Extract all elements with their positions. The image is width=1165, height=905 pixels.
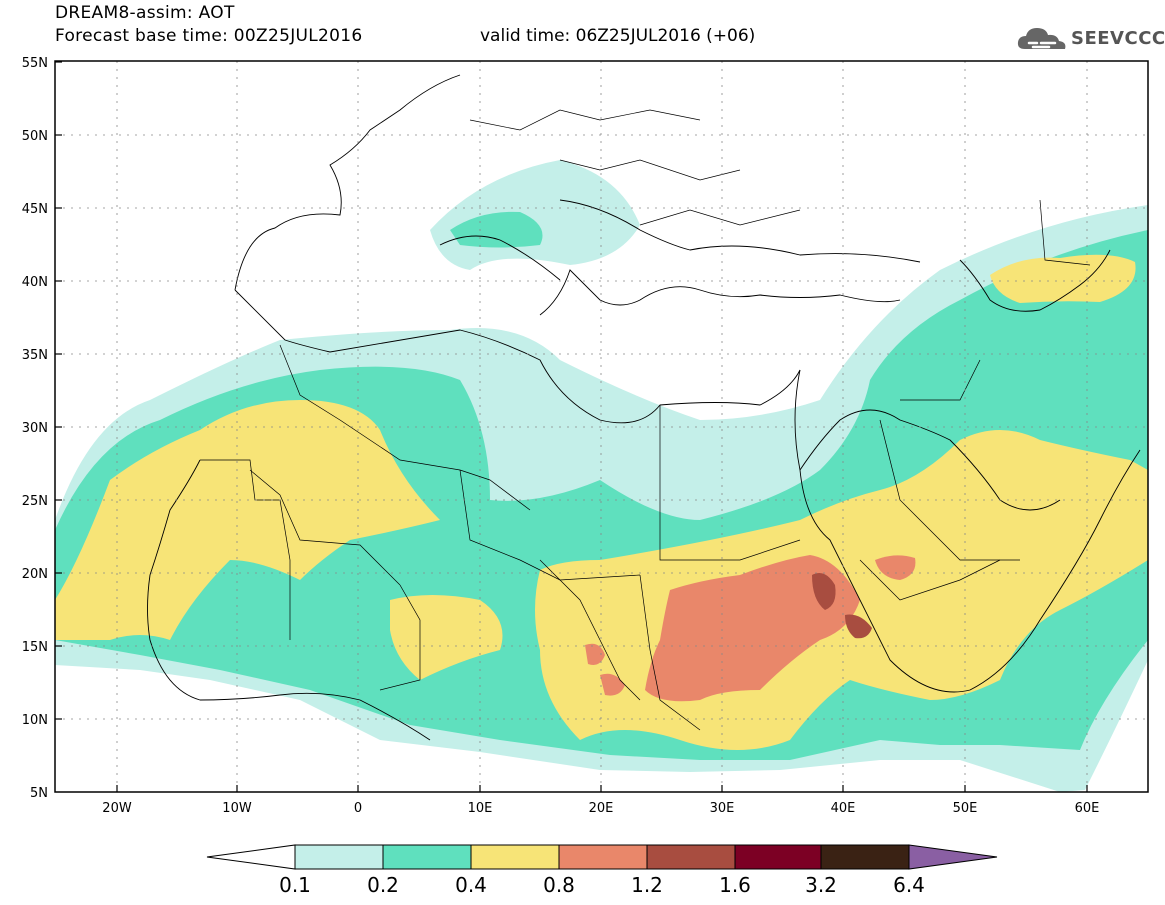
valid-time: valid time: 06Z25JUL2016 (+06) <box>480 26 756 46</box>
aot-contour-0.8 <box>600 673 625 696</box>
colorbar-segment <box>558 844 648 870</box>
lat-label: 25N <box>22 494 48 509</box>
lat-label: 30N <box>22 421 48 436</box>
lat-label: 40N <box>22 275 48 290</box>
colorbar-high-arrow <box>908 844 998 870</box>
colorbar-label: 0.4 <box>455 873 487 897</box>
lat-label: 55N <box>22 56 48 71</box>
aot-contour-1.2 <box>812 572 836 610</box>
lat-label: 15N <box>22 640 48 655</box>
colorbar-segment <box>382 844 472 870</box>
aot-fields <box>55 160 1148 792</box>
colorbar-label: 1.2 <box>631 873 663 897</box>
colorbar-low-arrow <box>206 844 296 870</box>
aot-contour-0.8 <box>875 555 916 580</box>
longitude-labels: 20W 10W 0 10E 20E 30E 40E 50E 60E <box>102 801 1099 816</box>
colorbar-label: 0.8 <box>543 873 575 897</box>
colorbar-label: 1.6 <box>719 873 751 897</box>
lat-label: 20N <box>22 567 48 582</box>
cloud-icon <box>1017 28 1066 49</box>
lon-label: 30E <box>710 801 735 816</box>
colorbar-labels: 0.1 0.2 0.4 0.8 1.2 1.6 3.2 6.4 <box>279 873 925 897</box>
colorbar-segment <box>646 844 736 870</box>
lon-label: 10E <box>468 801 493 816</box>
colorbar-label: 6.4 <box>893 873 925 897</box>
colorbar-segment <box>734 844 822 870</box>
lat-label: 5N <box>30 786 48 801</box>
lon-label: 60E <box>1075 801 1100 816</box>
logo-text: SEEVCCC <box>1071 28 1165 49</box>
lat-label: 35N <box>22 348 48 363</box>
lat-label: 50N <box>22 129 48 144</box>
colorbar-label: 3.2 <box>805 873 837 897</box>
colorbar <box>206 844 998 870</box>
aot-contour-0.2 <box>450 211 543 248</box>
lat-label: 45N <box>22 202 48 217</box>
aot-contour-0.8 <box>585 643 605 665</box>
lon-label: 20W <box>102 801 132 816</box>
axis-ticks <box>55 61 1088 792</box>
seevccc-logo: SEEVCCC <box>1015 23 1165 55</box>
colorbar-label: 0.2 <box>367 873 399 897</box>
lon-label: 40E <box>831 801 856 816</box>
aot-contour-1.2 <box>845 614 872 639</box>
colorbar-segment <box>294 844 384 870</box>
aot-contour-0.4 <box>55 400 440 640</box>
latitude-labels: 55N 50N 45N 40N 35N 30N 25N 20N 15N 10N … <box>22 56 48 801</box>
lon-label: 10W <box>222 801 252 816</box>
map-title: DREAM8-assim: AOT <box>55 3 235 23</box>
lon-label: 50E <box>953 801 978 816</box>
lat-label: 10N <box>22 713 48 728</box>
coastlines <box>147 74 1141 741</box>
forecast-base-time: Forecast base time: 00Z25JUL2016 <box>55 26 363 46</box>
colorbar-label: 0.1 <box>279 873 311 897</box>
borders <box>200 109 1091 731</box>
lon-label: 0 <box>354 801 362 816</box>
gridlines <box>55 61 1148 792</box>
colorbar-segment <box>470 844 560 870</box>
colorbar-segment <box>820 844 910 870</box>
aot-contour-0.8 <box>645 555 860 702</box>
aot-contour-0.1 <box>430 160 640 270</box>
lon-label: 20E <box>589 801 614 816</box>
